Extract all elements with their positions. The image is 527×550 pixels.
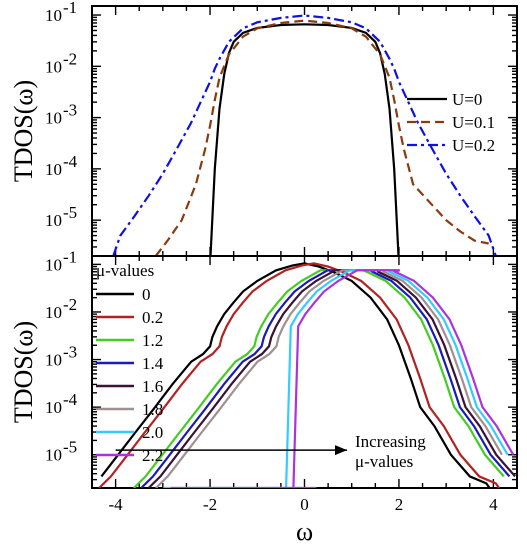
y-tick-exponent: -1 xyxy=(63,0,77,17)
series-line-U=0.2 xyxy=(112,14,497,256)
annotation-line-1: Increasing xyxy=(355,432,426,451)
y-tick-exponent: -5 xyxy=(63,203,77,222)
y-tick-exponent: -5 xyxy=(63,438,77,457)
legend-label: 0 xyxy=(142,285,151,304)
y-tick-label: 10 xyxy=(45,160,62,179)
x-tick-label: -4 xyxy=(109,495,124,514)
y-tick-label: 10 xyxy=(45,6,62,25)
legend-label: 1.4 xyxy=(142,354,164,373)
series-line-0.2 xyxy=(98,262,500,488)
y-tick-label: 10 xyxy=(45,351,62,370)
legend-label: 1.8 xyxy=(142,400,163,419)
series-line-1.8 xyxy=(155,269,503,488)
legend-label: 1.2 xyxy=(142,331,163,350)
legend-label: U=0.2 xyxy=(452,136,495,155)
series-line-2.2 xyxy=(170,269,515,488)
y-axis-label: TDOS(ω) xyxy=(9,80,38,182)
y-tick-label: 10 xyxy=(45,255,62,274)
y-tick-label: 10 xyxy=(45,211,62,230)
series-line-1.2 xyxy=(133,269,505,488)
legend-label: 1.6 xyxy=(142,377,163,396)
y-tick-exponent: -4 xyxy=(63,152,78,171)
series-line-U=0 xyxy=(209,23,400,256)
y-tick-exponent: -3 xyxy=(63,343,77,362)
y-tick-label: 10 xyxy=(45,303,62,322)
y-axis-label: TDOS(ω) xyxy=(9,321,38,423)
x-tick-label: 2 xyxy=(395,495,404,514)
x-axis-label: ω xyxy=(296,517,313,546)
series-line-2.0 xyxy=(163,269,509,488)
series-line-1.6 xyxy=(147,269,516,488)
legend-label: 2.0 xyxy=(142,423,163,442)
series-line-0 xyxy=(100,262,491,488)
x-tick-label: -2 xyxy=(203,495,217,514)
legend-title: μ-values xyxy=(96,261,154,280)
y-tick-label: 10 xyxy=(45,57,62,76)
x-tick-label: 0 xyxy=(300,495,309,514)
series-line-1.4 xyxy=(140,269,511,488)
legend-label: U=0.1 xyxy=(452,113,495,132)
legend-label: U=0 xyxy=(452,90,482,109)
y-tick-label: 10 xyxy=(45,109,62,128)
annotation-arrowhead xyxy=(335,445,347,456)
bottom-panel: 10-110-210-310-410 -5-4 -2 0 2 4TDOS(ω)ωμ-val… xyxy=(9,247,518,546)
y-tick-exponent: -2 xyxy=(63,295,77,314)
x-tick-label: 4 xyxy=(489,495,498,514)
y-tick-exponent: -1 xyxy=(63,247,77,266)
series-line-U=0.1 xyxy=(154,19,489,256)
y-tick-label: 10 xyxy=(45,398,62,417)
y-tick-exponent: -3 xyxy=(63,101,77,120)
legend-label: 2.2 xyxy=(142,446,163,465)
annotation-line-2: μ-values xyxy=(355,452,413,471)
y-tick-exponent: -4 xyxy=(63,390,78,409)
legend-label: 0.2 xyxy=(142,308,163,327)
y-tick-label: 10 xyxy=(45,446,62,465)
y-tick-exponent: -2 xyxy=(63,49,77,68)
